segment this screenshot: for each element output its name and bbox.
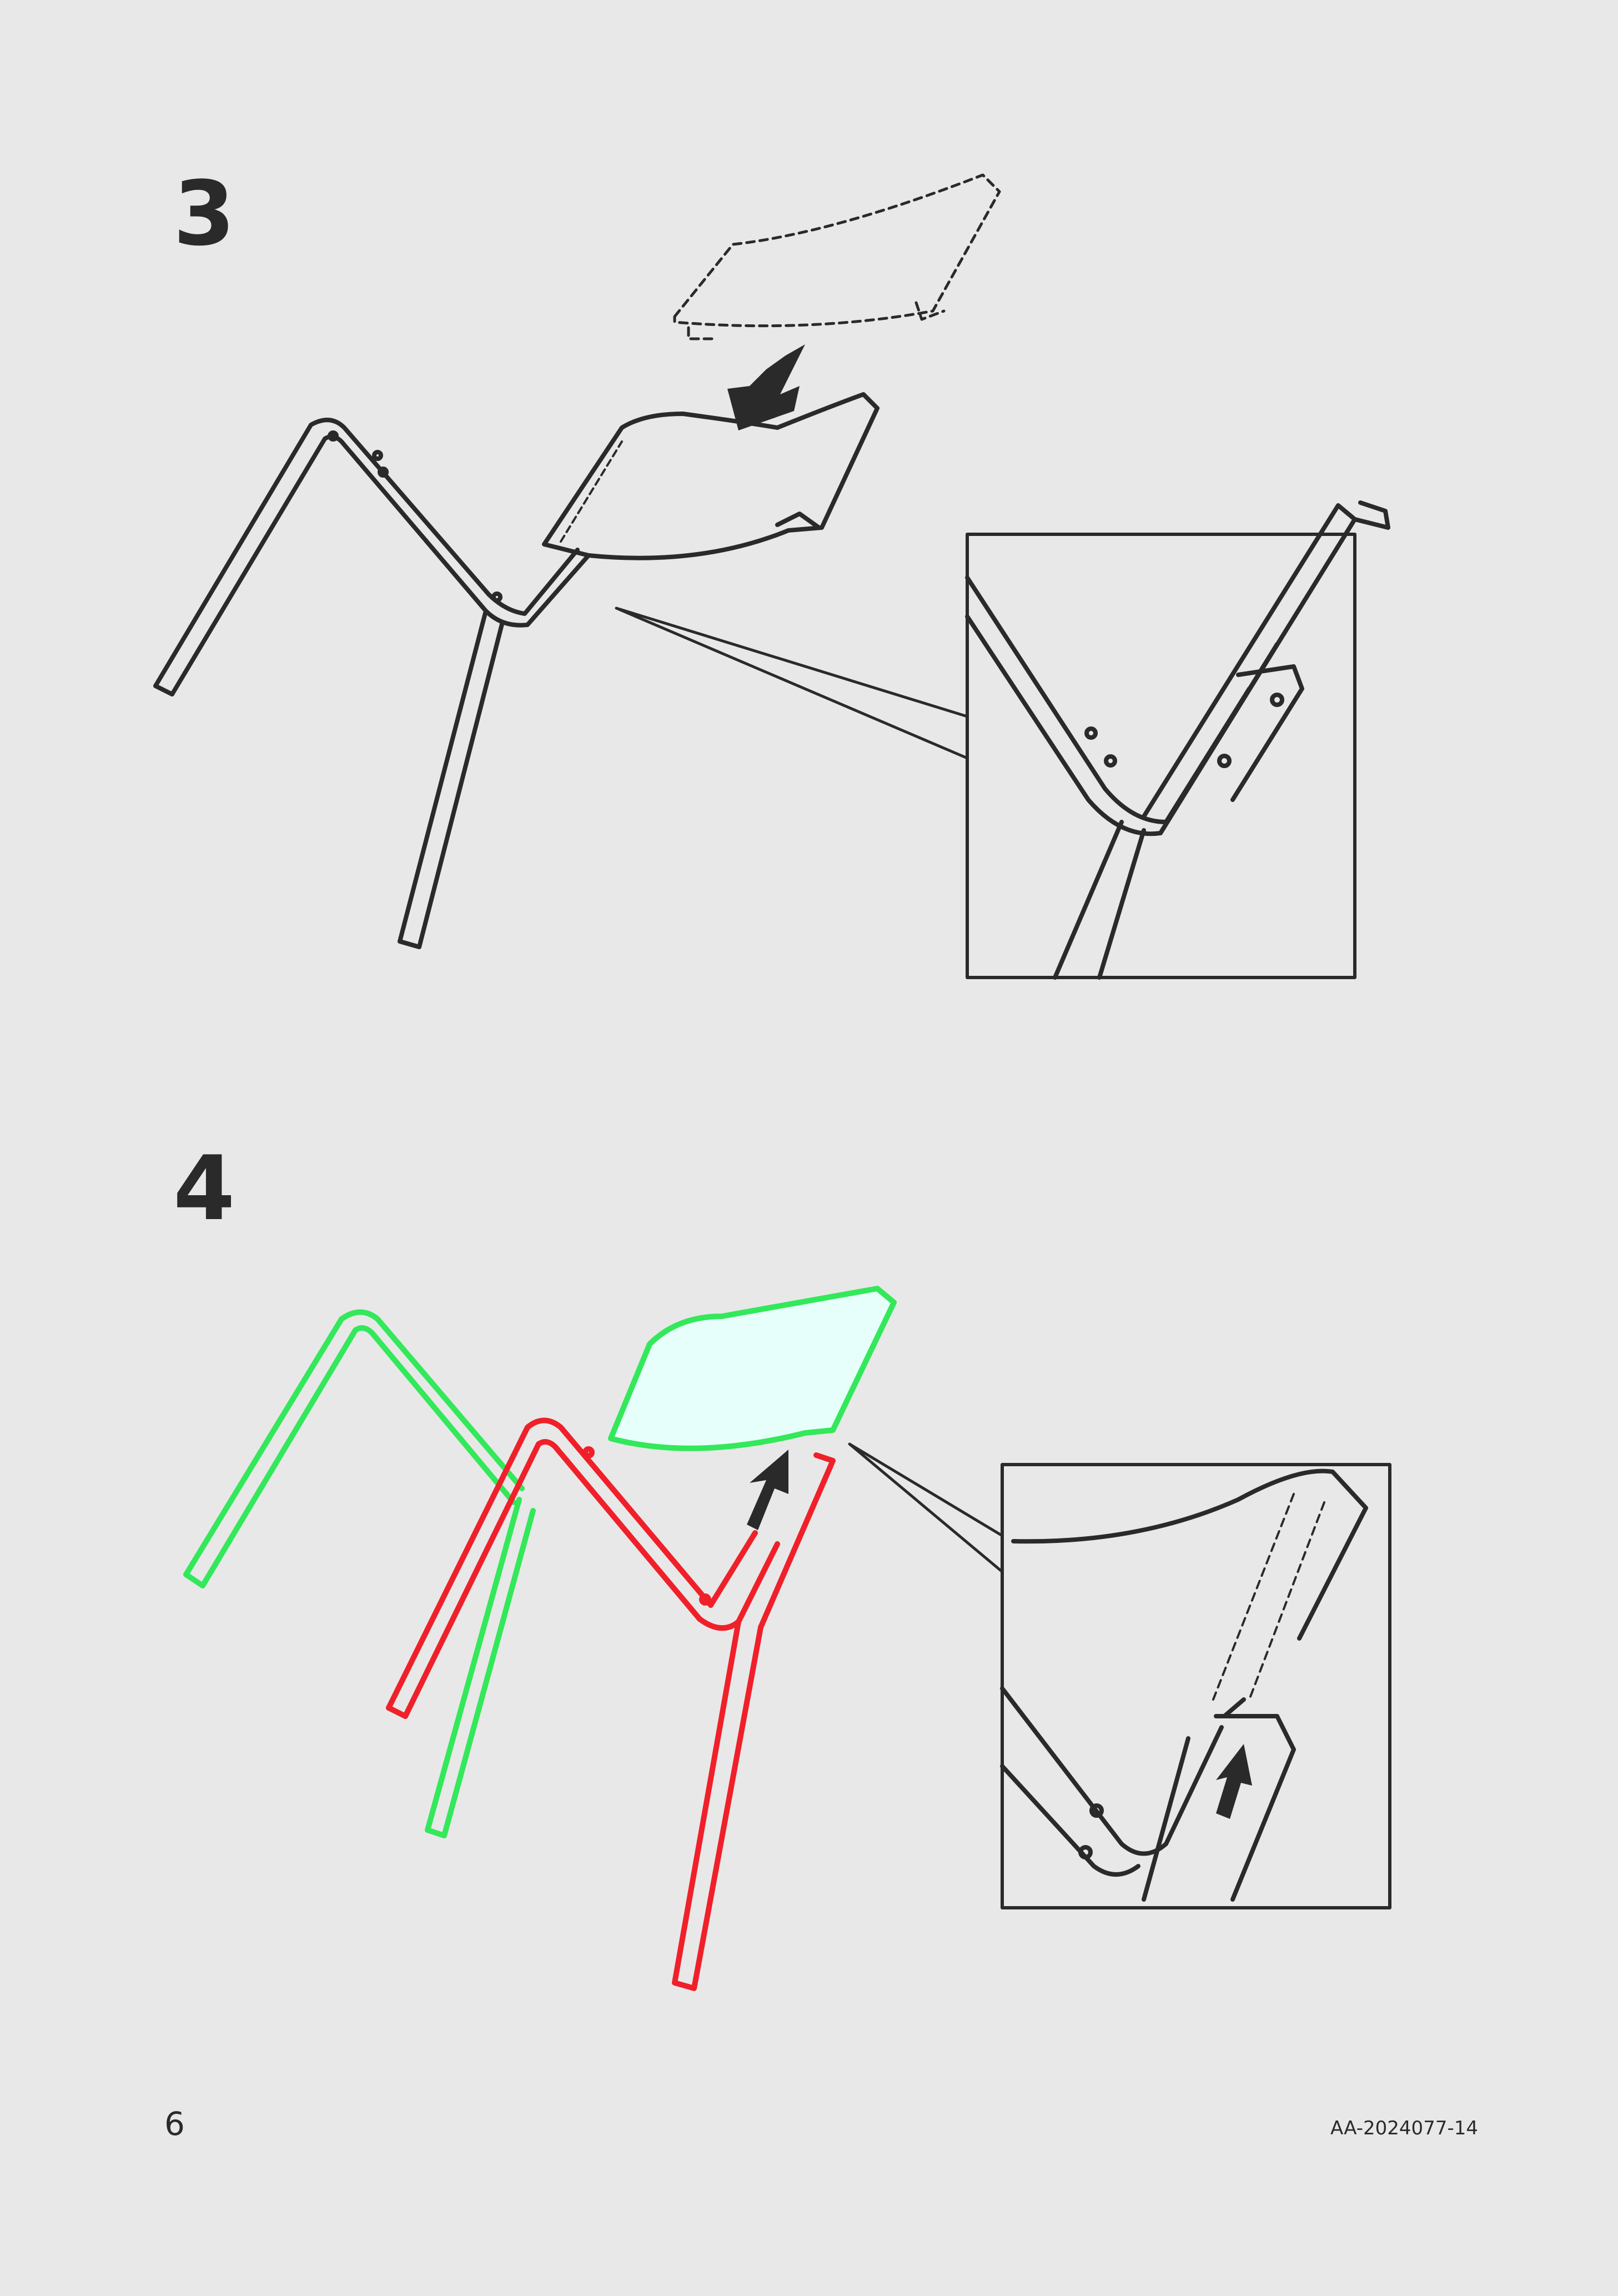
up-arrow-icon (747, 1450, 788, 1530)
chair-seat (542, 392, 880, 560)
callout-pointer (615, 606, 969, 760)
step-3-number: 3 (173, 162, 235, 265)
step-4-illustration (183, 1286, 1391, 1991)
detail-illustration-step-3 (965, 500, 1390, 980)
chair-frame (153, 418, 591, 949)
seat-outline-dashed (673, 173, 1001, 340)
step-3-illustration (153, 173, 1390, 980)
green-chair (183, 1286, 897, 1838)
detail-box-step-4 (1001, 1463, 1391, 1909)
down-arrow-icon (727, 344, 805, 430)
red-chair (386, 1417, 836, 1991)
detail-illustration-step-4 (1000, 1468, 1368, 1902)
up-arrow-icon (1216, 1744, 1252, 1819)
detail-box-step-3 (966, 533, 1356, 979)
document-code: AA-2024077-14 (1330, 2117, 1478, 2139)
step-4-number: 4 (173, 1136, 235, 1240)
callout-pointer (848, 1442, 1004, 1573)
page-number: 6 (164, 2105, 185, 2143)
